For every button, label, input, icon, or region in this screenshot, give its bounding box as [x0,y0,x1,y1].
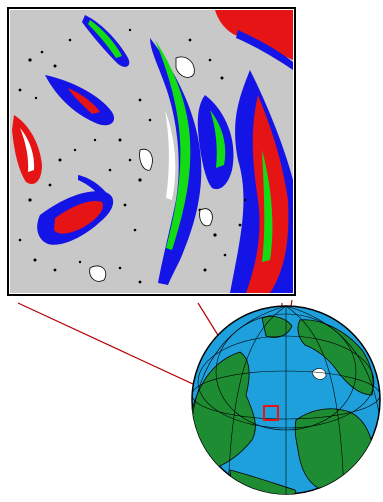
detail-map [7,7,296,296]
globe [191,305,381,495]
region-marker [263,405,279,421]
